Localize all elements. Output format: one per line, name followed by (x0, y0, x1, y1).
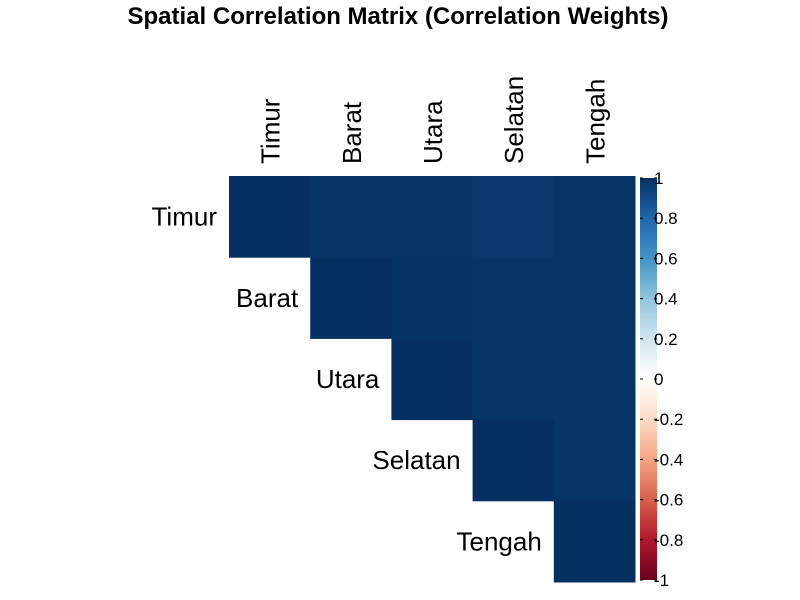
row-label-barat: Barat (236, 283, 299, 313)
row-labels: Timur Barat Utara Selatan Tengah (152, 202, 542, 557)
heatmap-cell-utara-utara (391, 338, 474, 421)
heatmap-cell-timur-utara (391, 176, 474, 258)
colorbar-tick-label: -0.4 (654, 450, 683, 469)
heatmap-cell-barat-tengah (553, 257, 636, 339)
heatmap-cell-timur-tengah (553, 176, 636, 258)
colorbar: 1 0.8 0.6 0.4 0.2 0 -0.2 -0.4 -0.6 -0.8 -1 (640, 169, 683, 590)
colorbar-tick-label: 1 (654, 169, 663, 188)
column-label-barat: Barat (337, 101, 367, 164)
heatmap-cell-barat-utara (391, 257, 474, 339)
colorbar-tick-label: 0 (654, 370, 663, 389)
column-label-selatan: Selatan (499, 76, 529, 164)
colorbar-tick-label: -0.2 (654, 410, 683, 429)
chart-title: Spatial Correlation Matrix (Correlation … (128, 3, 669, 30)
heatmap-cell-selatan-selatan (472, 419, 555, 502)
heatmap-cell-timur-timur (229, 176, 311, 258)
row-label-timur: Timur (152, 202, 218, 232)
heatmap-cell-timur-barat (310, 176, 392, 258)
column-label-utara: Utara (418, 100, 448, 164)
column-label-tengah: Tengah (580, 79, 610, 164)
colorbar-tick-label: -1 (654, 571, 669, 590)
colorbar-tick-label: 0.2 (654, 330, 678, 349)
row-label-tengah: Tengah (456, 526, 541, 556)
colorbar-tick-label: -0.8 (654, 531, 683, 550)
row-label-utara: Utara (316, 364, 380, 394)
row-label-selatan: Selatan (372, 445, 460, 475)
heatmap-cells (229, 176, 636, 583)
colorbar-tick-label: -0.6 (654, 491, 683, 510)
colorbar-tick-label: 0.8 (654, 209, 678, 228)
heatmap-cell-barat-barat (310, 257, 392, 339)
column-label-timur: Timur (256, 98, 286, 164)
heatmap-cell-utara-tengah (553, 338, 636, 421)
heatmap-cell-barat-selatan (472, 257, 555, 339)
heatmap-cell-tengah-tengah (553, 500, 636, 583)
heatmap-cell-selatan-tengah (553, 419, 636, 502)
colorbar-ticks: 1 0.8 0.6 0.4 0.2 0 -0.2 -0.4 -0.6 -0.8 -1 (640, 169, 683, 590)
colorbar-tick-label: 0.4 (654, 290, 678, 309)
colorbar-gradient (640, 178, 657, 580)
heatmap-cell-timur-selatan (472, 176, 555, 258)
column-labels: Timur Barat Utara Selatan Tengah (256, 76, 611, 164)
colorbar-tick-label: 0.6 (654, 249, 678, 268)
heatmap-cell-utara-selatan (472, 338, 555, 421)
